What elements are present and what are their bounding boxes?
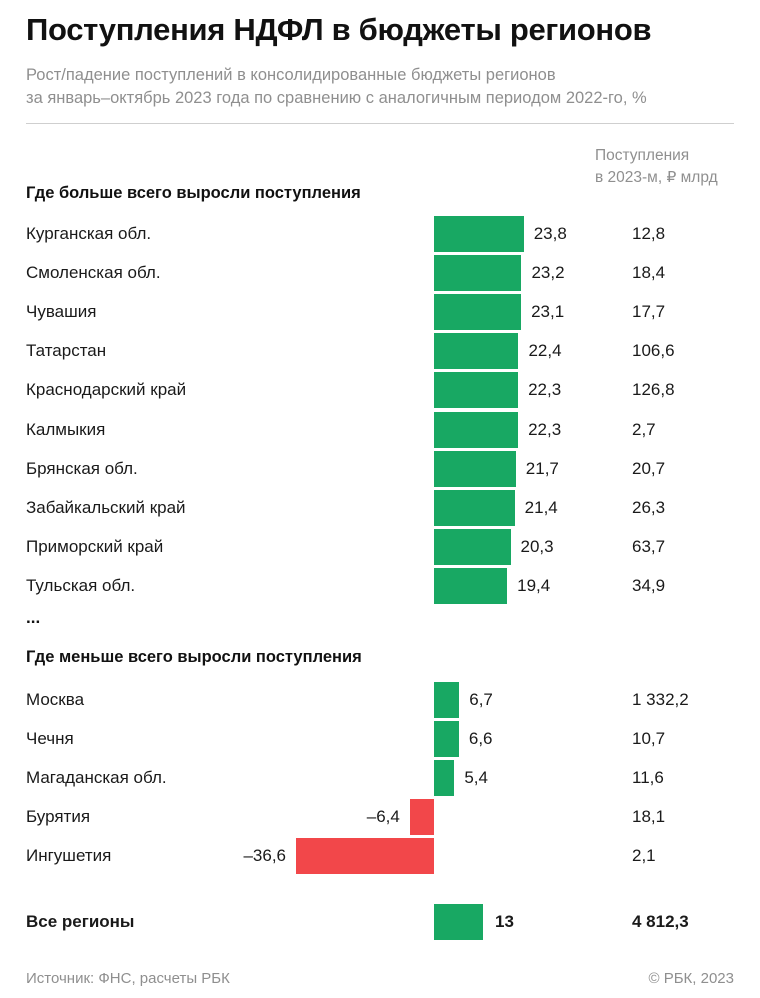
subtitle-line-2: за январь–октябрь 2023 года по сравнению… <box>26 89 647 107</box>
revenue-value-bottom-4: 2,1 <box>632 846 656 866</box>
bar-top-8 <box>434 528 511 565</box>
value-label-bottom-1: 6,6 <box>468 729 493 749</box>
bar-bottom-0 <box>434 682 460 718</box>
revenue-value-bottom-0: 1 332,2 <box>632 690 689 709</box>
region-label-bottom-4: Ингушетия <box>26 846 112 866</box>
region-label-top-1: Смоленская обл. <box>26 263 161 283</box>
revenue-header-line-1: Поступления <box>595 147 690 164</box>
region-label-top-6: Брянская обл. <box>26 458 138 478</box>
value-label-bottom-3: –6,4 <box>366 807 400 827</box>
value-label-top-7: 21,4 <box>524 497 558 517</box>
value-label-top-1: 23,2 <box>531 263 565 283</box>
bar-bottom-3 <box>409 799 434 836</box>
revenue-value-top-3: 106,6 <box>632 341 675 361</box>
region-label-bottom-0: Москва <box>26 690 85 709</box>
section-title-bottom: Где меньше всего выросли поступления <box>26 648 362 666</box>
source-note: Источник: ФНС, расчеты РБК <box>26 970 230 987</box>
revenue-value-top-5: 2,7 <box>632 419 656 439</box>
subtitle-line-1: Рост/падение поступлений в консолидирова… <box>26 66 556 84</box>
revenue-value-bottom-1: 10,7 <box>632 729 666 749</box>
total-value: 13 <box>495 912 514 931</box>
bar-bottom-4 <box>296 838 434 875</box>
region-label-top-4: Краснодарский край <box>26 380 187 400</box>
revenue-value-top-9: 34,9 <box>632 575 666 595</box>
bar-top-6 <box>434 450 516 487</box>
revenue-value-top-0: 12,8 <box>632 224 666 243</box>
region-label-bottom-3: Бурятия <box>26 807 91 827</box>
bar-top-4 <box>434 372 519 409</box>
bar-top-2 <box>434 294 522 331</box>
value-label-top-4: 22,3 <box>528 380 562 400</box>
rows-ellipsis: ... <box>26 608 41 627</box>
revenue-value-top-8: 63,7 <box>632 536 666 556</box>
revenue-value-top-2: 17,7 <box>632 302 666 322</box>
title-divider <box>26 123 734 124</box>
value-label-top-5: 22,3 <box>528 419 562 439</box>
region-label-bottom-1: Чечня <box>26 729 74 749</box>
bar-top-3 <box>434 333 519 370</box>
bar-bottom-1 <box>434 721 459 758</box>
revenue-value-bottom-2: 11,6 <box>632 768 664 788</box>
region-label-top-3: Татарстан <box>26 341 107 361</box>
value-label-bottom-2: 5,4 <box>464 768 488 788</box>
total-revenue: 4 812,3 <box>632 912 689 931</box>
bar-top-7 <box>434 489 515 526</box>
region-label-top-8: Приморский край <box>26 536 164 556</box>
copyright-note: © РБК, 2023 <box>648 970 734 987</box>
page-title: Поступления НДФЛ в бюджеты регионов <box>26 12 652 47</box>
page-subtitle: Рост/падение поступлений в консолидирова… <box>26 64 736 110</box>
revenue-value-top-7: 26,3 <box>632 497 666 517</box>
bar-top-0 <box>434 216 524 252</box>
region-label-bottom-2: Магаданская обл. <box>26 768 167 788</box>
bar-top-5 <box>434 411 519 448</box>
value-label-bottom-4: –36,6 <box>243 846 287 866</box>
region-label-top-9: Тульская обл. <box>26 575 136 595</box>
bar-bottom-2 <box>434 760 455 797</box>
region-label-top-0: Курганская обл. <box>26 224 152 243</box>
value-label-top-0: 23,8 <box>533 224 567 243</box>
value-label-top-2: 23,1 <box>531 302 565 322</box>
revenue-value-top-4: 126,8 <box>632 380 675 400</box>
region-label-top-2: Чувашия <box>26 302 97 322</box>
revenue-value-top-6: 20,7 <box>632 458 666 478</box>
revenue-value-bottom-3: 18,1 <box>632 807 666 827</box>
value-label-bottom-0: 6,7 <box>469 690 493 709</box>
bar-top-9 <box>434 567 508 604</box>
value-label-top-3: 22,4 <box>528 341 562 361</box>
total-bar <box>434 904 483 940</box>
region-label-top-7: Забайкальский край <box>26 497 186 517</box>
section-title-top: Где больше всего выросли поступления <box>26 184 361 202</box>
value-label-top-9: 19,4 <box>517 575 551 595</box>
bar-top-1 <box>434 255 522 292</box>
revenue-column-header: Поступления в 2023-м, ₽ млрд <box>595 145 718 189</box>
value-label-top-6: 21,7 <box>525 458 559 478</box>
revenue-value-top-1: 18,4 <box>632 263 666 283</box>
value-label-top-8: 20,3 <box>520 536 554 556</box>
region-label-top-5: Калмыкия <box>26 419 106 439</box>
revenue-header-line-2: в 2023-м, ₽ млрд <box>595 169 718 186</box>
total-label: Все регионы <box>26 912 135 931</box>
